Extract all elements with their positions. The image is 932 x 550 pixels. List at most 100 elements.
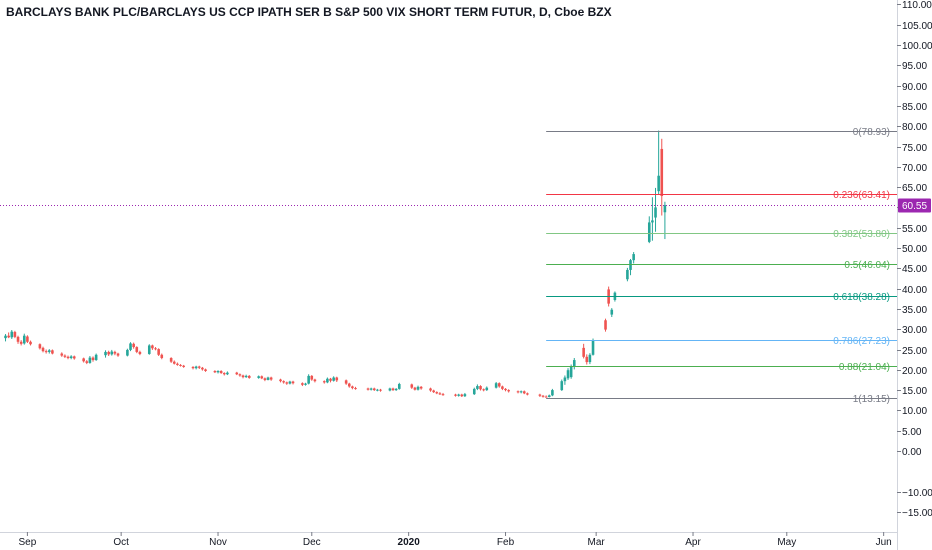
candle — [588, 353, 592, 365]
candle — [632, 252, 635, 264]
candle-body — [519, 391, 523, 393]
candle-body — [241, 375, 245, 378]
candle — [160, 353, 164, 360]
candle-body — [663, 205, 667, 213]
fib-level-label: 0.236(63.41) — [833, 190, 890, 201]
fib-level-label: 0.88(21.04) — [839, 362, 890, 373]
candle — [494, 381, 498, 389]
candle-body — [610, 309, 614, 315]
candle — [69, 355, 73, 360]
candle — [138, 350, 142, 356]
candle — [347, 382, 351, 388]
candle — [47, 349, 51, 354]
candle-body — [238, 374, 242, 376]
x-tick-label: Nov — [209, 537, 227, 548]
candle-body — [326, 378, 329, 383]
candle-body — [179, 364, 182, 366]
candle — [376, 388, 379, 392]
candle — [526, 392, 529, 396]
candle — [38, 343, 42, 350]
candle-body — [501, 386, 504, 389]
y-tick-label: 70.00 — [902, 163, 927, 174]
candle — [244, 374, 248, 378]
y-tick-label: 105.00 — [902, 21, 932, 32]
candle-body — [626, 269, 629, 280]
candle-body — [438, 393, 442, 395]
candle — [269, 376, 273, 381]
candle-body — [454, 394, 457, 396]
candle-body — [413, 387, 417, 390]
candle-body — [410, 384, 414, 388]
candle-body — [47, 350, 51, 352]
fib-level-label: 0(78.93) — [853, 127, 890, 138]
candle-body — [647, 222, 651, 242]
candle-body — [282, 381, 285, 383]
candle — [82, 357, 85, 363]
candle-body — [322, 381, 326, 383]
candle — [351, 385, 354, 390]
candle-body — [41, 347, 45, 352]
candle-body — [585, 356, 589, 363]
candle-body — [391, 388, 395, 391]
candle — [307, 374, 310, 385]
candle — [172, 360, 176, 365]
candle-body — [572, 360, 576, 367]
y-tick-label: 95.00 — [902, 61, 927, 72]
candle-body — [147, 345, 151, 354]
x-tick-label: Jun — [876, 537, 892, 548]
candle — [322, 380, 326, 384]
candle-body — [82, 358, 85, 362]
candle-body — [463, 394, 467, 397]
candle-body — [138, 351, 142, 354]
candle — [104, 350, 107, 358]
y-tick-label: 30.00 — [902, 325, 927, 336]
x-tick-label: May — [777, 537, 796, 548]
candle-body — [416, 386, 420, 390]
candle-body — [544, 396, 548, 398]
candle-body — [604, 320, 607, 330]
y-tick-label: 40.00 — [902, 285, 927, 296]
candle — [354, 386, 357, 390]
candle — [29, 340, 32, 346]
candle — [4, 334, 7, 342]
candle-body — [172, 361, 176, 364]
candle-body — [176, 363, 179, 365]
candle — [157, 348, 160, 356]
current-price-label: 60.55 — [902, 201, 927, 212]
candle-body — [457, 394, 460, 396]
candle — [419, 386, 423, 390]
candle-body — [588, 354, 592, 363]
candle — [647, 216, 651, 244]
fib-level-label: 1(13.15) — [853, 394, 890, 405]
time-axis[interactable]: Sep Oct Nov Dec 2020 Feb Mar Apr May Jun — [19, 532, 892, 548]
fib-level-label: 0.786(27.23) — [833, 336, 890, 347]
candle-body — [60, 353, 64, 356]
candle — [176, 362, 179, 366]
candle-body — [63, 355, 67, 357]
candle — [247, 375, 251, 379]
candle — [41, 346, 45, 353]
candle-body — [10, 331, 14, 338]
fib-level-label: 0.382(53.80) — [833, 229, 890, 240]
candle — [397, 382, 401, 390]
candle — [179, 364, 182, 367]
candle-body — [257, 376, 260, 378]
candle-body — [332, 377, 335, 381]
current-price-marker: 60.55 — [898, 198, 931, 213]
y-tick-label: 80.00 — [902, 122, 927, 133]
candle-body — [460, 394, 464, 397]
x-tick-label: Apr — [685, 537, 701, 548]
candle-body — [201, 367, 204, 370]
candle — [485, 386, 489, 391]
candle-body — [157, 349, 160, 355]
fibonacci-retracement[interactable]: 0(78.93) 0.236(63.41) 0.382(53.80) 0.5(46.0… — [546, 127, 897, 405]
candle-body — [541, 395, 545, 397]
candle-body — [266, 377, 270, 380]
candle — [94, 353, 98, 361]
candle — [551, 388, 554, 397]
candle-body — [335, 377, 339, 381]
fib-level-label: 0.5(46.04) — [844, 260, 890, 271]
candle — [560, 379, 564, 391]
candle-body — [69, 356, 73, 359]
candle — [522, 390, 526, 395]
